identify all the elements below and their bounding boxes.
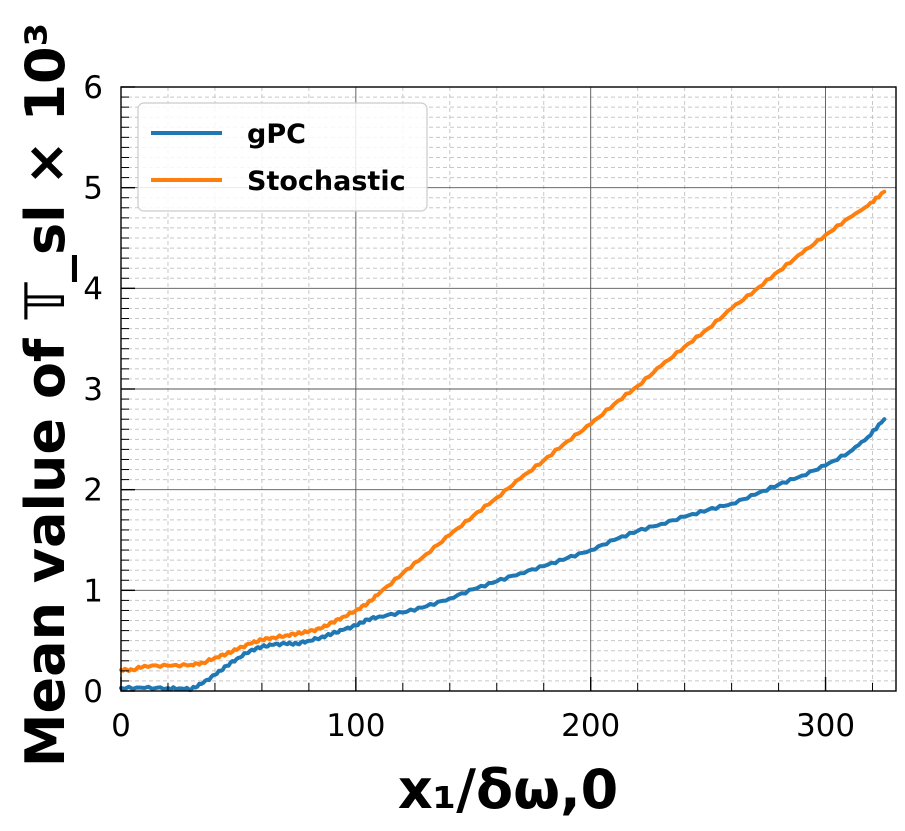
series-line-gpc xyxy=(119,417,887,693)
y-tick-label: 3 xyxy=(83,372,103,408)
y-tick-label: 0 xyxy=(83,674,103,710)
y-tick-label: 2 xyxy=(83,473,103,509)
legend-label-gpc: gPC xyxy=(247,119,306,150)
x-tick-label: 100 xyxy=(326,708,385,744)
x-tick-label: 300 xyxy=(796,708,855,744)
y-axis-label: Mean value of 𝕋_sl × 10³ xyxy=(14,23,77,767)
x-axis-label: x₁/δω,0 xyxy=(398,758,618,821)
y-tick-label: 4 xyxy=(83,271,103,307)
legend-box xyxy=(137,102,428,212)
x-tick-label: 200 xyxy=(561,708,620,744)
tick-layer: 0 100 200 300 0 1 2 3 4 5 6 xyxy=(83,70,874,744)
y-tick-label: 1 xyxy=(83,573,103,609)
legend-label-stochastic: Stochastic xyxy=(247,166,406,197)
series-line-stochastic xyxy=(119,189,887,673)
y-tick-label: 6 xyxy=(83,70,103,106)
y-tick-label: 5 xyxy=(83,171,103,207)
series-layer xyxy=(119,189,887,693)
x-tick-label: 0 xyxy=(111,708,131,744)
legend: gPC Stochastic xyxy=(137,102,428,212)
